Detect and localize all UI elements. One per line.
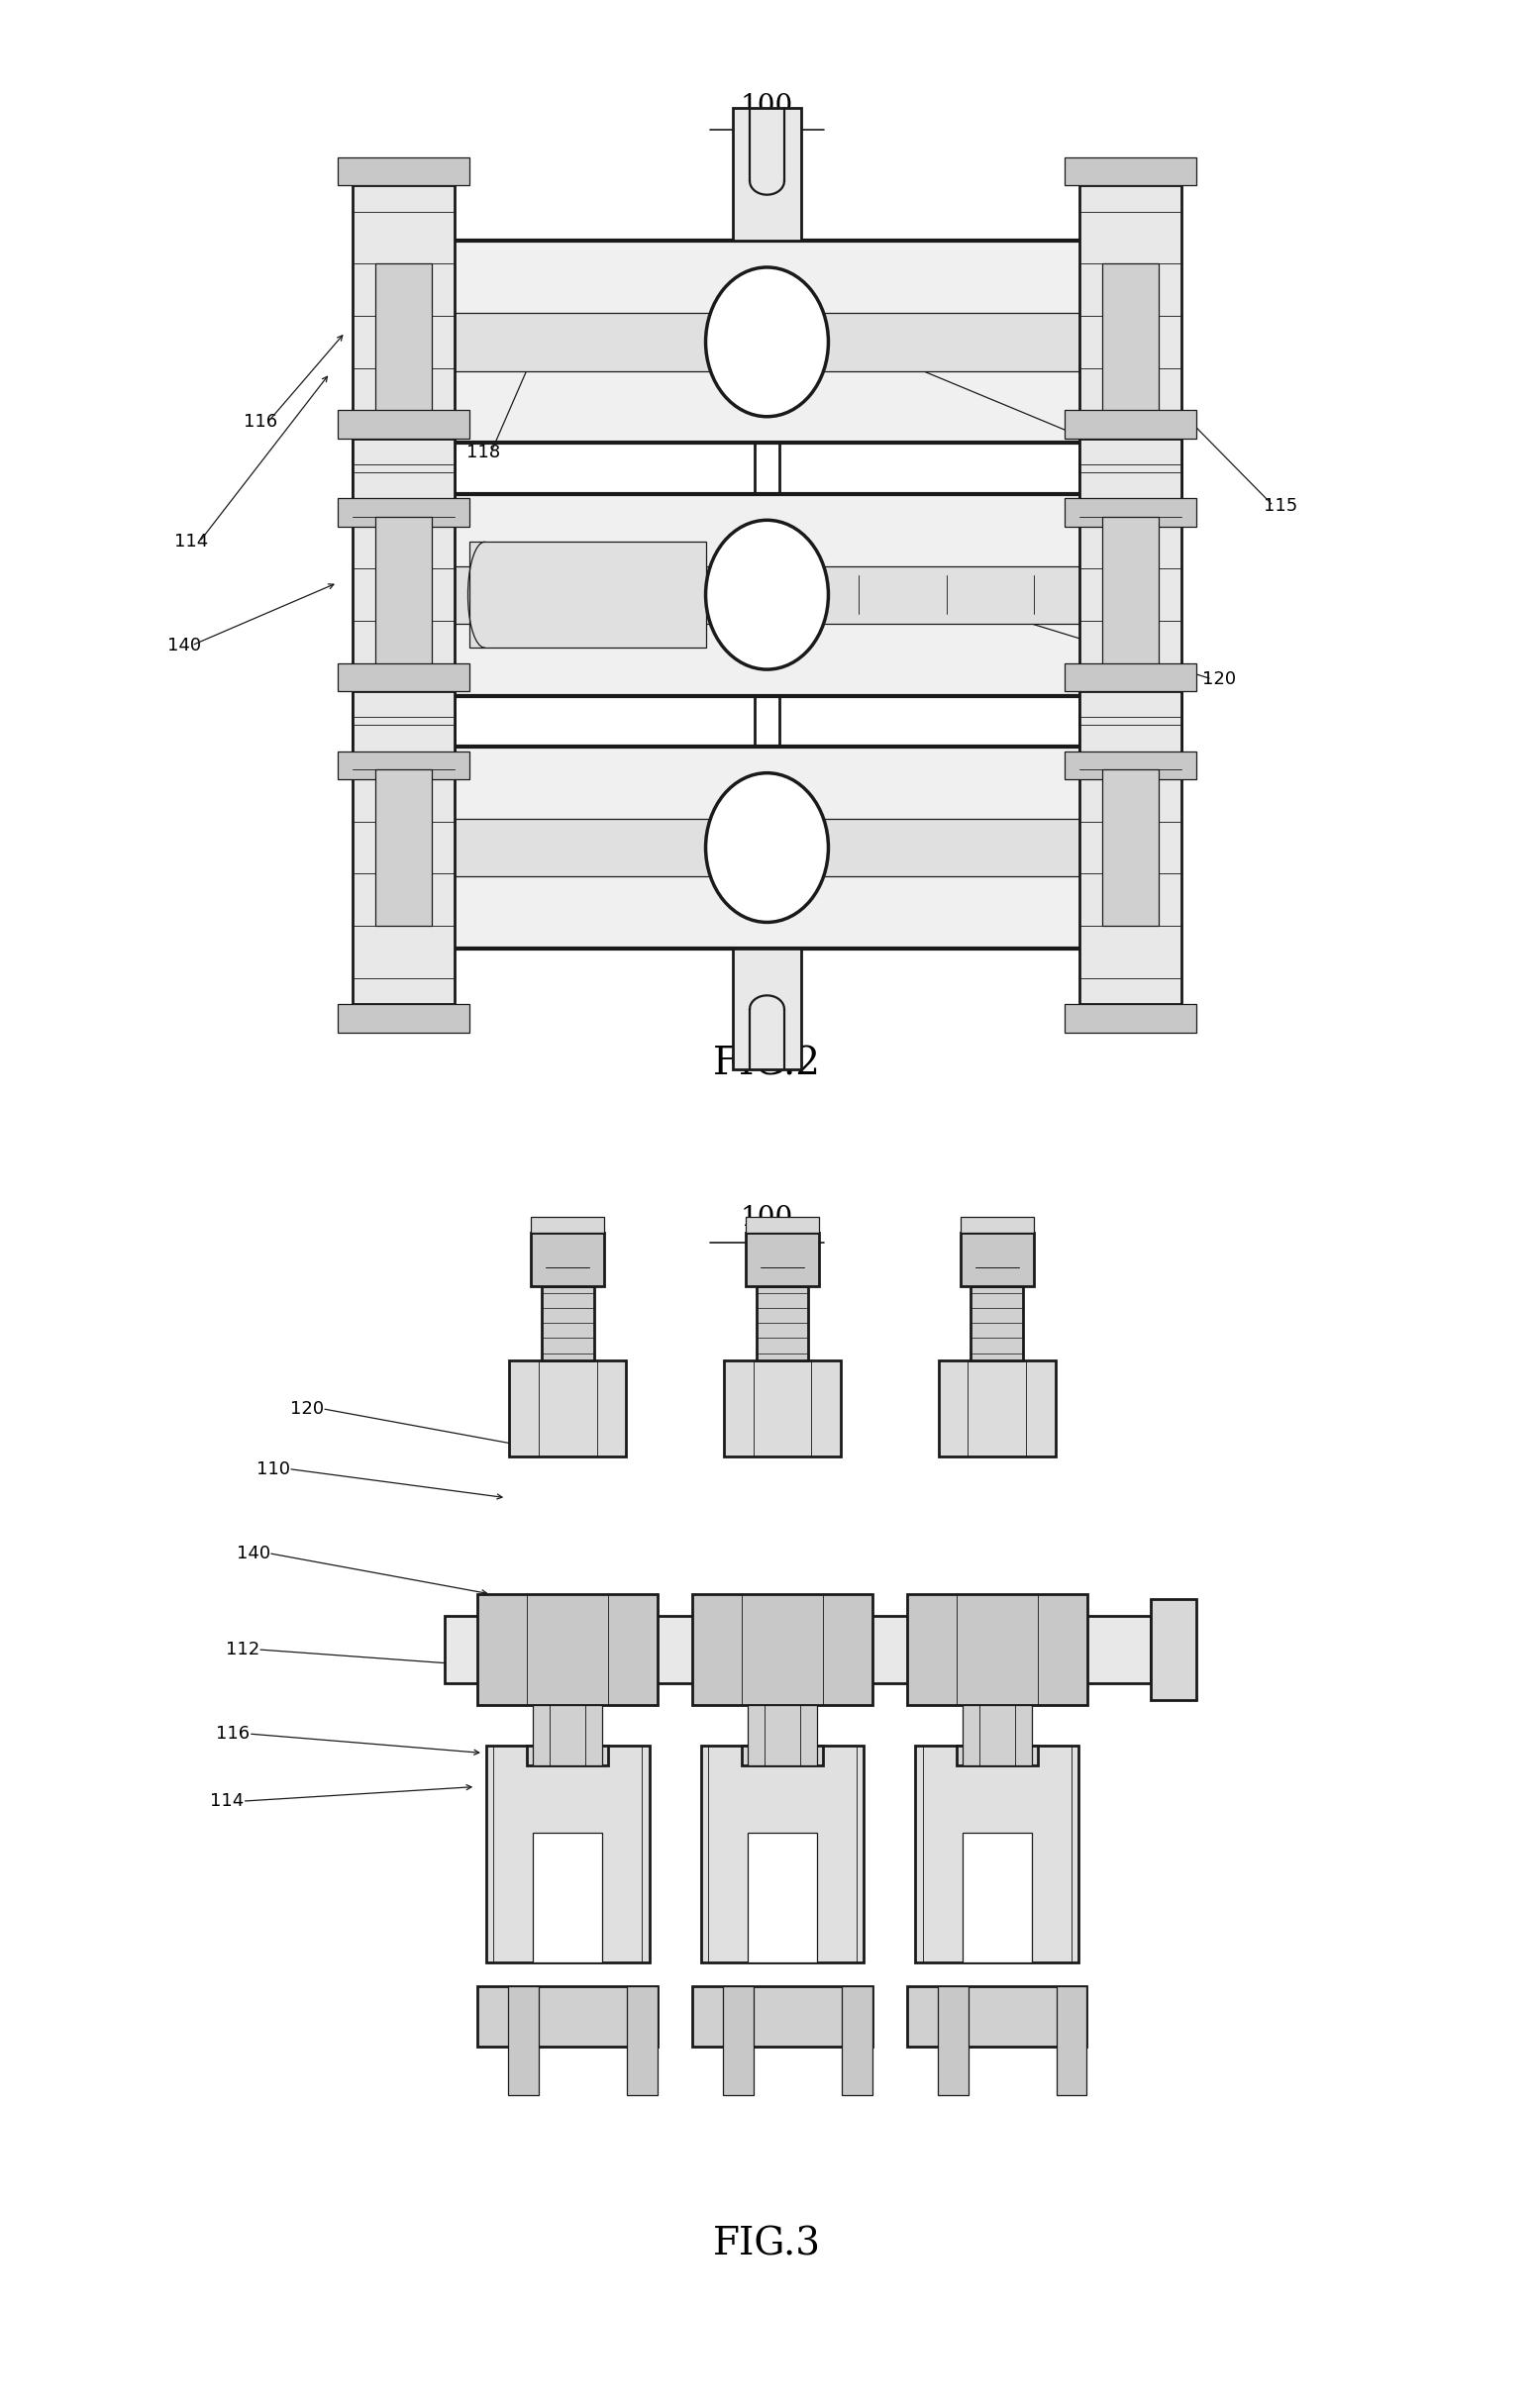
Bar [1065,498,1197,527]
Bar [960,1216,1034,1233]
Bar [353,691,454,1004]
Bar [1103,768,1158,925]
Bar [469,542,706,648]
Text: 112: 112 [374,429,408,448]
Text: 114: 114 [210,1792,244,1811]
Bar [376,515,431,672]
Bar [939,1361,1055,1457]
Bar [960,1233,1034,1286]
Bar [962,1832,1032,1963]
Text: 100: 100 [741,92,793,120]
Text: 114: 114 [175,532,209,551]
Text: 120: 120 [1203,669,1236,689]
Bar [1065,662,1197,691]
Text: 120: 120 [290,1399,324,1418]
Bar [376,768,431,925]
Bar [531,1233,604,1286]
Bar [1080,691,1181,1004]
Ellipse shape [706,520,828,669]
Bar [747,1705,818,1765]
Bar [508,1987,538,2095]
Bar [1065,157,1197,185]
Bar [477,1594,658,1705]
Bar [723,1987,753,2095]
Bar [1103,515,1158,672]
Bar [509,1361,626,1457]
Bar [1103,265,1158,421]
Bar [746,1216,819,1233]
Bar [454,566,1080,624]
Ellipse shape [706,267,828,417]
Bar [907,1987,1088,2047]
Bar [353,438,454,751]
Bar [907,1594,1088,1705]
Bar [532,1705,603,1765]
Bar [337,662,469,691]
Bar [353,185,454,498]
Bar [1080,185,1181,498]
Bar [1150,1599,1197,1700]
Bar [732,949,801,1069]
Text: 140: 140 [236,1544,270,1563]
Bar [1080,438,1181,751]
Bar [692,1987,873,2047]
Bar [746,1233,819,1286]
Bar [403,494,1131,696]
Bar [1065,409,1197,438]
Bar [376,265,431,421]
Bar [337,409,469,438]
Bar [454,819,1080,877]
Bar [486,1746,649,1963]
Text: 116: 116 [244,412,278,431]
Bar [724,1361,841,1457]
Bar [732,108,801,241]
Text: 115: 115 [1264,496,1298,515]
Bar [403,241,1131,443]
Text: 100: 100 [741,1204,793,1233]
Bar [1065,751,1197,780]
Ellipse shape [706,773,828,922]
Bar [1065,1004,1197,1033]
Text: 110: 110 [1111,443,1144,462]
Bar [403,746,1131,949]
Bar [937,1987,968,2095]
Bar [701,1746,864,1963]
Bar [916,1746,1078,1963]
Bar [747,1832,818,1963]
Bar [1057,1987,1088,2095]
Bar [842,1987,873,2095]
Bar [962,1705,1032,1765]
Bar [454,313,1080,371]
Text: 110: 110 [256,1459,290,1479]
Text: 118: 118 [466,443,500,462]
Bar [692,1594,873,1705]
Bar [526,1746,609,1765]
Bar [531,1216,604,1233]
Bar [741,1746,824,1765]
Text: 112: 112 [225,1640,259,1659]
Bar [756,1286,808,1361]
Text: 140: 140 [167,636,201,655]
Bar [337,751,469,780]
Bar [337,498,469,527]
Bar [542,1286,594,1361]
Bar [971,1286,1023,1361]
Text: 116: 116 [216,1724,250,1743]
Bar [956,1746,1039,1765]
Bar [532,1832,603,1963]
Text: FIG.2: FIG.2 [713,1045,821,1084]
Bar [337,157,469,185]
Bar [477,1987,658,2047]
Bar [627,1987,658,2095]
Bar [445,1616,1150,1683]
Bar [337,1004,469,1033]
Text: FIG.3: FIG.3 [713,2225,821,2264]
